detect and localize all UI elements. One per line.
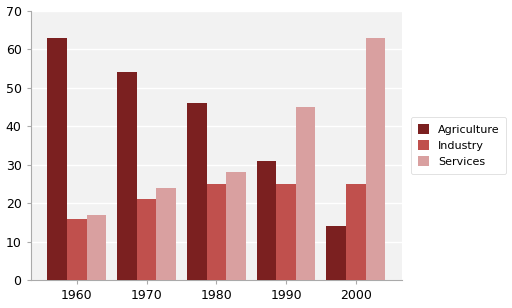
Bar bbox=[48, 38, 67, 280]
Bar bbox=[206, 184, 226, 280]
Bar bbox=[187, 103, 206, 280]
Bar bbox=[67, 219, 87, 280]
Bar bbox=[276, 184, 296, 280]
Bar bbox=[226, 172, 246, 280]
Legend: Agriculture, Industry, Services: Agriculture, Industry, Services bbox=[411, 117, 506, 174]
Bar bbox=[296, 107, 315, 280]
Bar bbox=[87, 215, 106, 280]
Bar bbox=[346, 184, 366, 280]
Bar bbox=[257, 161, 276, 280]
Bar bbox=[366, 38, 385, 280]
Bar bbox=[327, 226, 346, 280]
Bar bbox=[117, 72, 137, 280]
Bar bbox=[137, 200, 156, 280]
Bar bbox=[156, 188, 176, 280]
